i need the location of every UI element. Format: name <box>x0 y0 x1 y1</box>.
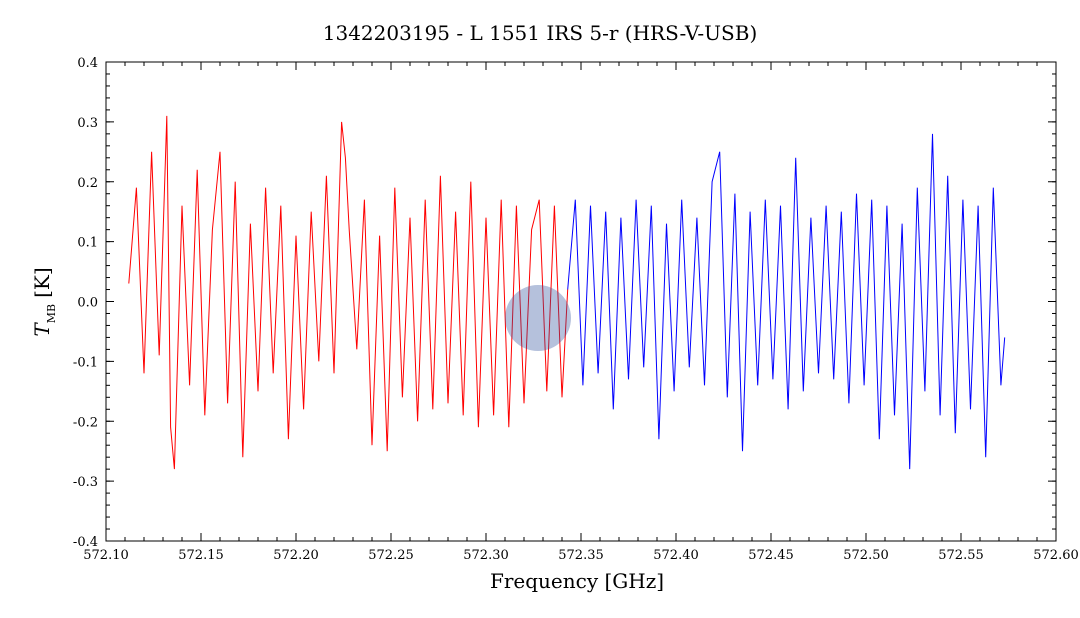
x-tick-label: 572.50 <box>843 548 889 563</box>
y-axis-label-group: TMB [K] <box>30 267 58 336</box>
y-tick-label: -0.2 <box>73 415 98 430</box>
x-tick-label: 572.40 <box>653 548 699 563</box>
highlight-marker <box>505 285 571 351</box>
y-tick-label: 0.4 <box>77 56 98 71</box>
x-tick-label: 572.55 <box>938 548 984 563</box>
y-tick-label: 0.2 <box>77 176 98 191</box>
chart-title: 1342203195 - L 1551 IRS 5-r (HRS-V-USB) <box>323 21 758 45</box>
x-tick-label: 572.25 <box>368 548 414 563</box>
series-line-blue <box>567 133 1006 470</box>
y-tick-label: -0.4 <box>73 535 98 550</box>
y-tick-label: 0.0 <box>77 296 98 311</box>
y-tick-labels: -0.4 -0.3 -0.2 -0.1 0.0 0.1 0.2 0.3 0.4 <box>73 56 98 550</box>
x-tick-label: 572.10 <box>83 548 129 563</box>
x-tick-label: 572.60 <box>1033 548 1079 563</box>
x-axis-label: Frequency [GHz] <box>490 569 664 593</box>
series-line-red <box>128 115 569 470</box>
x-tick-label: 572.20 <box>273 548 319 563</box>
spectrum-series <box>128 115 1006 470</box>
y-tick-label: -0.3 <box>73 475 98 490</box>
y-tick-label: 0.3 <box>77 116 98 131</box>
y-tick-label: -0.1 <box>73 355 98 370</box>
y-axis-label-unit: [K] <box>30 267 54 298</box>
x-tick-label: 572.35 <box>558 548 604 563</box>
x-tick-labels: 572.10 572.15 572.20 572.25 572.30 572.35 572.… <box>83 548 1079 563</box>
x-tick-label: 572.15 <box>178 548 224 563</box>
axis-ticks <box>105 61 1057 542</box>
y-tick-label: 0.1 <box>77 236 98 251</box>
plot-frame <box>105 61 1057 542</box>
y-axis-label-subscript: MB <box>45 304 58 323</box>
x-tick-label: 572.45 <box>748 548 794 563</box>
svg-text:TMB[K]: TMB [K] <box>30 267 58 336</box>
y-axis-label-main: T <box>30 322 54 337</box>
x-tick-label: 572.30 <box>463 548 509 563</box>
